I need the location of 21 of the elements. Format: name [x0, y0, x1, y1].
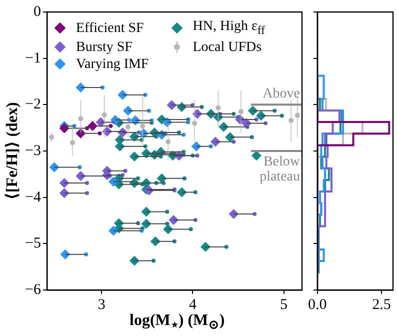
- legend-label: Local UFDs: [192, 38, 262, 56]
- x-tick-label: 5: [280, 296, 288, 313]
- x-axis-title: log(M$_{⋆}$) (M$_{⊙}$): [130, 312, 225, 334]
- legend-label: Bursty SF: [76, 38, 132, 56]
- ref-line-label: Below plateau: [260, 154, 301, 185]
- y-tick-label: −1: [25, 50, 41, 66]
- y-tick-label: −5: [25, 236, 41, 252]
- x-tick-label: 3: [98, 296, 106, 313]
- y-tick-label: −3: [25, 142, 41, 159]
- y-tick-label: 0: [34, 4, 41, 20]
- y-tick-label: −4: [25, 189, 42, 206]
- x-tick-label: 0.0: [308, 296, 327, 313]
- y-axis-title: ⟨[Fe/H]⟩ (dex): [2, 102, 22, 200]
- legend-label: Varying IMF: [76, 56, 149, 73]
- y-tick-label: −6: [25, 282, 42, 298]
- x-tick-label: 2.5: [372, 296, 391, 313]
- legend-label: HN, High ε$_{ff}$: [192, 18, 265, 39]
- x-tick-label: 4: [188, 296, 197, 313]
- y-tick-label: −2: [25, 96, 41, 113]
- ref-line-label: Above: [262, 86, 300, 102]
- legend-label: Efficient SF: [76, 20, 144, 37]
